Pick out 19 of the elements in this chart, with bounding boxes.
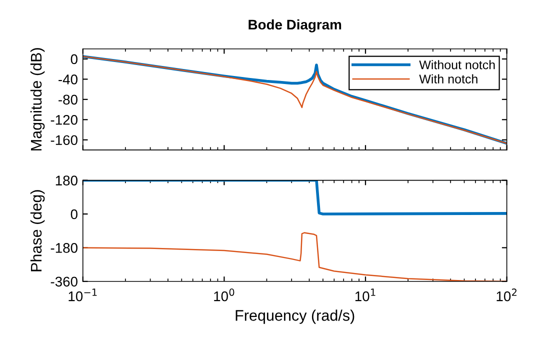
legend-label: With notch xyxy=(419,74,478,84)
y-axis-title: Phase (deg) xyxy=(30,190,45,272)
y-tick-label: 0 xyxy=(70,54,78,64)
chart-title: Bode Diagram xyxy=(248,19,342,32)
y-tick-label: -160 xyxy=(50,135,78,146)
y-tick-label: 0 xyxy=(70,209,78,220)
x-tick-label: 10$^{−1}$ xyxy=(68,288,97,302)
y-tick-label: -360 xyxy=(50,276,78,287)
y-axis-title: Magnitude (dB) xyxy=(30,48,45,150)
y-tick-label: 180 xyxy=(56,176,78,186)
y-tick-label: -40 xyxy=(58,74,78,84)
legend-label: Without notch xyxy=(419,60,495,70)
y-tick-label: -80 xyxy=(58,94,78,105)
x-tick-label: 10$^{2}$ xyxy=(496,288,516,302)
y-tick-label: -120 xyxy=(50,114,78,125)
x-axis-title: Frequency (rad/s) xyxy=(236,310,354,324)
x-tick-label: 10$^{1}$ xyxy=(355,288,376,302)
x-tick-label: 10$^{0}$ xyxy=(214,288,234,302)
y-tick-label: -180 xyxy=(50,243,78,253)
